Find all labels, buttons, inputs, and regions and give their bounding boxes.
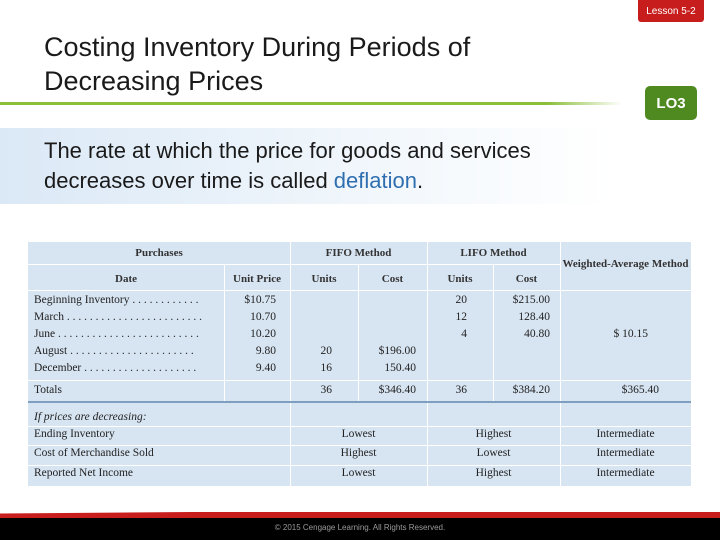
col-divider: [224, 264, 225, 402]
slide-title: Costing Inventory During Periods of Decr…: [44, 32, 471, 96]
row-divider: [28, 264, 560, 265]
row-divider: [28, 401, 691, 403]
footer-accent-rule: [0, 508, 720, 518]
totals-wavg: $365.40: [621, 384, 659, 396]
row-date: August . . . . . . . . . . . . . . . . .…: [34, 345, 194, 357]
comparison-lifo: Highest: [475, 467, 512, 479]
comparison-wavg: Intermediate: [596, 467, 655, 479]
comparison-fifo: Highest: [340, 447, 377, 459]
comparison-label: Reported Net Income: [34, 467, 133, 479]
fifo-units-col-header: Units: [311, 273, 337, 285]
lesson-tab: Lesson 5-2: [638, 0, 704, 22]
row-unit-price: 10.20: [250, 328, 276, 340]
col-divider: [358, 264, 359, 402]
row-lifo-units: 20: [455, 294, 468, 306]
inventory-costing-table: Purchases FIFO Method LIFO Method Weight…: [28, 242, 691, 486]
definition-text-after: .: [416, 168, 424, 193]
col-divider: [427, 242, 428, 486]
copyright-text: © 2015 Cengage Learning. All Rights Rese…: [274, 523, 446, 532]
definition-text: The rate at which the price for goods an…: [0, 128, 610, 204]
comparison-lifo: Highest: [475, 428, 512, 440]
row-divider: [28, 426, 691, 427]
definition-text-before: The rate at which the price for goods an…: [44, 138, 531, 193]
row-unit-price: 9.80: [255, 345, 276, 357]
row-fifo-cost: $196.00: [378, 345, 416, 357]
row-date: March . . . . . . . . . . . . . . . . . …: [34, 311, 203, 323]
row-divider: [28, 445, 691, 446]
unit-price-col-header: Unit Price: [233, 273, 281, 285]
row-lifo-cost: 40.80: [524, 328, 550, 340]
row-lifo-units: 12: [455, 311, 468, 323]
comparison-fifo: Lowest: [341, 428, 376, 440]
row-divider: [28, 290, 691, 291]
comparison-wavg: Intermediate: [596, 447, 655, 459]
fifo-header: FIFO Method: [325, 247, 392, 259]
totals-lifo-units: 36: [455, 384, 468, 396]
row-divider: [28, 380, 691, 381]
row-unit-price: $10.75: [244, 294, 276, 306]
row-unit-price: 10.70: [250, 311, 276, 323]
comparison-lifo: Lowest: [476, 447, 511, 459]
row-divider: [28, 465, 691, 466]
learning-objective-badge: LO3: [645, 86, 697, 120]
row-lifo-cost: $215.00: [512, 294, 550, 306]
weighted-average-header: Weighted-Average Method: [562, 258, 689, 270]
comparison-fifo: Lowest: [341, 467, 376, 479]
row-lifo-units: 4: [461, 328, 467, 340]
row-fifo-units: 20: [320, 345, 333, 357]
col-divider: [560, 242, 561, 486]
totals-fifo-units: 36: [320, 384, 333, 396]
col-divider: [493, 264, 494, 402]
row-unit-price: 9.40: [255, 362, 276, 374]
row-lifo-cost: 128.40: [518, 311, 550, 323]
row-fifo-units: 16: [320, 362, 333, 374]
row-wavg: $ 10.15: [613, 328, 649, 340]
comparison-wavg: Intermediate: [596, 428, 655, 440]
footer-bar: [0, 518, 720, 540]
lifo-units-col-header: Units: [447, 273, 473, 285]
title-divider: [0, 102, 622, 105]
fifo-cost-col-header: Cost: [381, 273, 404, 285]
purchases-header: Purchases: [135, 247, 183, 259]
deflation-term: deflation: [333, 168, 417, 193]
row-fifo-cost: 150.40: [384, 362, 416, 374]
lifo-cost-col-header: Cost: [515, 273, 538, 285]
totals-fifo-cost: $346.40: [378, 384, 416, 396]
lifo-header: LIFO Method: [460, 247, 527, 259]
date-col-header: Date: [115, 273, 137, 285]
comparison-label: Ending Inventory: [34, 428, 115, 440]
totals-label: Totals: [34, 384, 62, 396]
comparison-label: Cost of Merchandise Sold: [34, 447, 154, 459]
col-divider: [290, 242, 291, 486]
row-date: December . . . . . . . . . . . . . . . .…: [34, 362, 197, 374]
decreasing-prices-label: If prices are decreasing:: [34, 411, 147, 423]
row-date: Beginning Inventory . . . . . . . . . . …: [34, 294, 199, 306]
totals-lifo-cost: $384.20: [512, 384, 550, 396]
row-date: June . . . . . . . . . . . . . . . . . .…: [34, 328, 199, 340]
